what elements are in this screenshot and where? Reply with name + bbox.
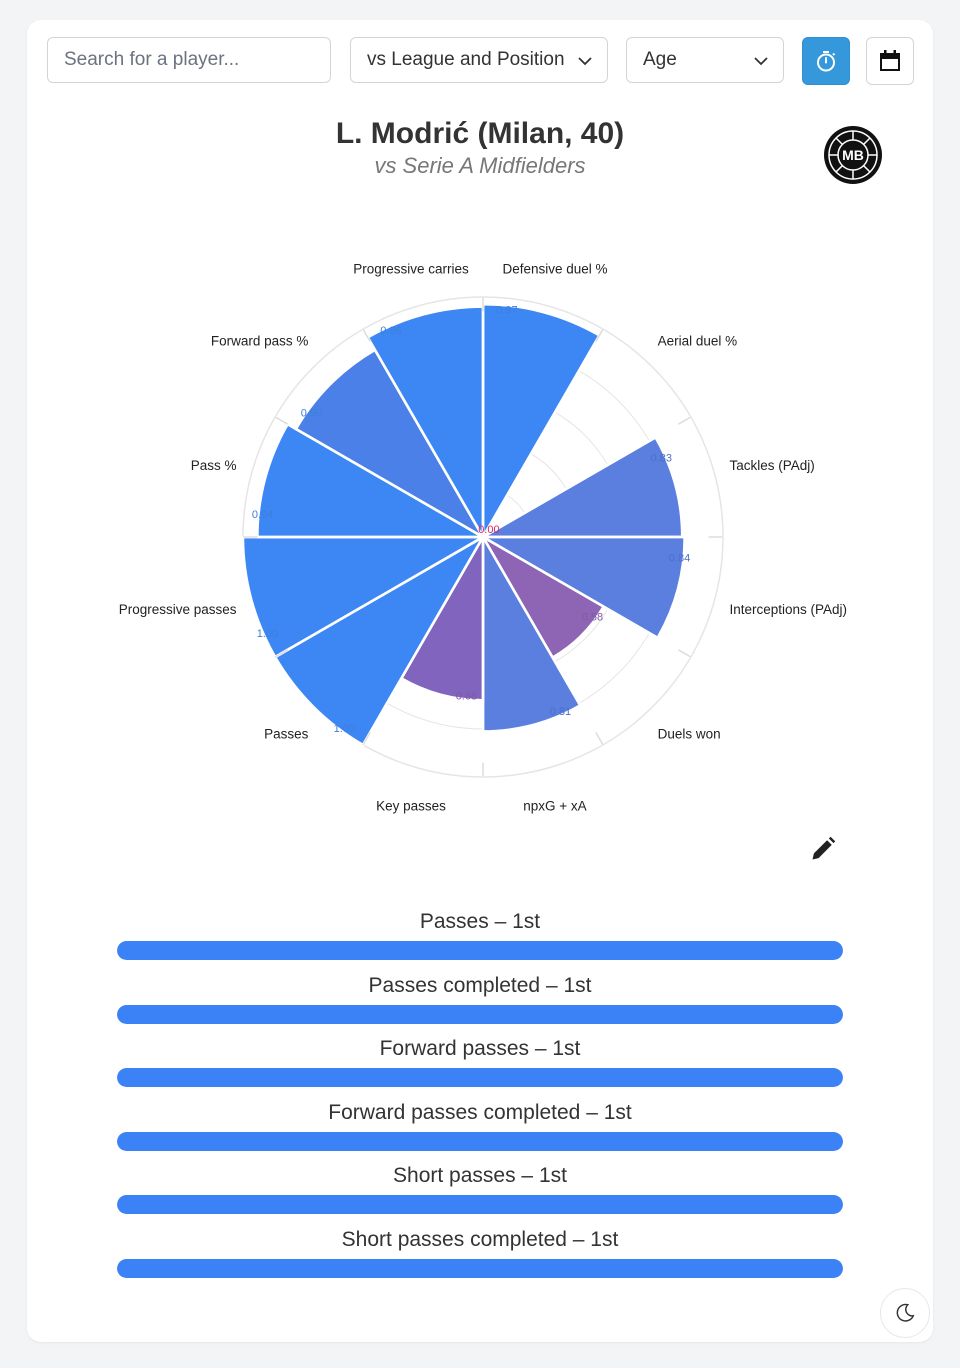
grid-spoke-end — [595, 732, 604, 746]
category-label: Key passes — [376, 799, 446, 814]
grid-spoke — [482, 535, 692, 659]
ranking-bar-track — [117, 1004, 843, 1024]
category-label: Aerial duel % — [658, 333, 738, 348]
ranking-label: Forward passes completed – 1st — [328, 1100, 632, 1124]
comparison-select-value: vs League and Position — [367, 49, 565, 70]
page-subtitle: vs Serie A Midfielders — [374, 153, 586, 178]
moon-icon — [896, 1303, 915, 1322]
ranking-bar-track — [117, 1258, 843, 1278]
category-label: Duels won — [658, 727, 721, 742]
category-label: Tackles (PAdj) — [730, 458, 815, 473]
pencil-icon[interactable] — [809, 835, 837, 863]
stopwatch-icon — [817, 51, 836, 72]
timer-button[interactable] — [802, 37, 850, 85]
ranking-bar-fill — [117, 1004, 843, 1024]
grid-spoke — [481, 328, 605, 538]
ranking-item: Passes – 1st — [117, 904, 843, 968]
category-label: Interceptions (PAdj) — [730, 602, 848, 617]
grid-spoke-end — [678, 416, 692, 425]
grid-spoke-end — [678, 649, 692, 658]
category-label: Defensive duel % — [502, 262, 607, 277]
polar-bar — [256, 422, 488, 539]
polar-bar — [481, 532, 582, 733]
main-card: vs League and Position Age L. Modrić (M — [27, 20, 933, 1342]
brand-logo: MB — [824, 126, 882, 184]
ranking-bar-track — [117, 1131, 843, 1151]
calendar-button[interactable] — [866, 37, 914, 85]
ranking-item: Short passes – 1st — [117, 1158, 843, 1222]
age-select-value: Age — [643, 49, 677, 70]
ranking-bar-fill — [117, 1131, 843, 1151]
ranking-item: Forward passes completed – 1st — [117, 1095, 843, 1159]
polar-bar — [294, 348, 487, 541]
grid-spoke — [361, 536, 485, 746]
grid-spoke — [274, 415, 484, 539]
chevron-down-icon — [578, 57, 592, 66]
age-select[interactable]: Age — [626, 37, 784, 83]
grid-spoke — [482, 415, 692, 539]
value-label: 0.94 — [252, 509, 273, 521]
grid-spoke-end — [274, 649, 288, 658]
ranking-item: Passes completed – 1st — [117, 968, 843, 1032]
polar-bar — [399, 532, 485, 702]
logo-text: MB — [842, 147, 864, 163]
category-label: Progressive carries — [353, 262, 469, 277]
ranking-label: Short passes – 1st — [393, 1164, 567, 1188]
player-search-input[interactable] — [47, 37, 331, 83]
grid-spoke-end — [274, 416, 288, 425]
grid-spoke — [361, 328, 485, 538]
ranking-bar-fill — [117, 941, 843, 960]
ranking-label: Short passes completed – 1st — [341, 1227, 619, 1251]
ranking-label: Passes – 1st — [419, 910, 541, 933]
value-label: 0.81 — [550, 706, 571, 718]
grid-spoke — [481, 536, 605, 746]
polar-bar — [273, 533, 487, 747]
category-label: Passes — [264, 727, 309, 742]
ranking-bar-track — [117, 1068, 843, 1088]
polar-chart: 0.97 0.00 0.83 0.84 0.58 0.81 0.68 1.00 1.00 0.94… — [119, 262, 848, 814]
toolbar: vs League and Position Age — [47, 37, 914, 85]
ranking-item: Forward passes – 1st — [117, 1031, 843, 1095]
value-label: 0.00 — [478, 524, 499, 536]
ranking-bar-fill — [117, 1258, 843, 1278]
polar-bar — [241, 535, 488, 659]
value-label: 0.97 — [496, 305, 517, 317]
category-label: npxG + xA — [523, 799, 586, 814]
value-label: 0.83 — [651, 453, 672, 465]
value-label: 1.00 — [334, 723, 355, 735]
category-label: Pass % — [191, 458, 237, 473]
value-label: 0.84 — [669, 553, 690, 565]
value-label: 1.00 — [257, 628, 278, 640]
page-title: L. Modrić (Milan, 40) — [335, 117, 625, 150]
chevron-down-icon — [754, 57, 768, 66]
calendar-icon — [880, 50, 900, 71]
ranking-bar-fill — [117, 1195, 843, 1215]
value-label: 0.90 — [301, 407, 322, 419]
category-label: Forward pass % — [211, 333, 309, 348]
ranking-bar-fill — [117, 1068, 843, 1088]
grid-spoke-end — [362, 732, 371, 746]
theme-toggle-button[interactable] — [880, 1288, 930, 1338]
ranking-item: Short passes completed – 1st — [117, 1222, 843, 1286]
value-label: 0.68 — [456, 690, 477, 702]
comparison-select[interactable]: vs League and Position — [350, 37, 608, 83]
grid-spoke — [274, 535, 484, 659]
grid-spoke-end — [595, 328, 604, 342]
polar-bar — [481, 302, 602, 542]
ranking-bar-track — [117, 941, 843, 960]
value-label: 0.58 — [582, 612, 603, 624]
polar-bar — [478, 435, 684, 539]
polar-bar — [478, 535, 686, 640]
ranking-label: Passes completed – 1st — [368, 973, 592, 997]
category-label: Progressive passes — [119, 602, 237, 617]
ranking-label: Forward passes – 1st — [379, 1037, 581, 1061]
value-label: 0.96 — [380, 325, 401, 337]
rankings-list: Passes – 1st Passes completed – 1st Forwar… — [117, 904, 843, 1286]
polar-bar — [366, 305, 485, 542]
grid-spoke-end — [362, 328, 371, 342]
ranking-bar-track — [117, 1195, 843, 1215]
